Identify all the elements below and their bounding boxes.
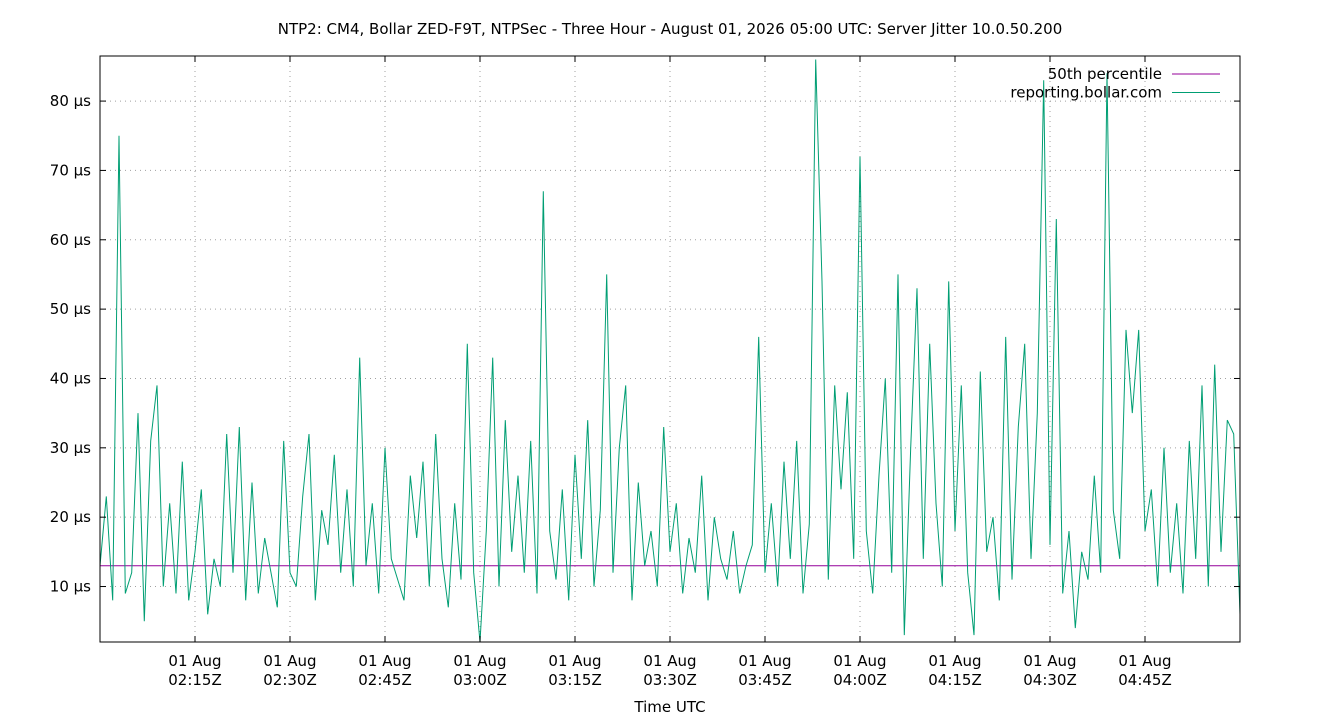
x-tick-label-time: 02:45Z: [358, 671, 412, 689]
x-tick-label-time: 02:30Z: [263, 671, 317, 689]
legend-label: 50th percentile: [1048, 65, 1162, 83]
x-tick-label-time: 04:00Z: [833, 671, 887, 689]
x-tick-label-date: 01 Aug: [358, 652, 411, 670]
x-tick-label-time: 02:15Z: [168, 671, 222, 689]
x-tick-label-time: 03:00Z: [453, 671, 507, 689]
y-tick-label: 40 µs: [50, 369, 91, 387]
x-tick-label-date: 01 Aug: [263, 652, 316, 670]
x-tick-label-date: 01 Aug: [168, 652, 221, 670]
y-tick-label: 10 µs: [50, 578, 91, 596]
chart-title: NTP2: CM4, Bollar ZED-F9T, NTPSec - Thre…: [278, 20, 1063, 38]
x-tick-label-time: 04:30Z: [1023, 671, 1077, 689]
axes: 10 µs 20 µs 30 µs 40 µs 50 µs 60 µs 70 µs 80 µs…: [50, 56, 1240, 689]
legend-label: reporting.bollar.com: [1010, 84, 1162, 102]
x-tick-label-date: 01 Aug: [738, 652, 791, 670]
y-tick-label: 20 µs: [50, 508, 91, 526]
x-tick-label-time: 04:15Z: [928, 671, 982, 689]
x-axis-label: Time UTC: [633, 698, 705, 716]
series-layer: [99, 59, 1241, 643]
x-tick-label-time: 03:30Z: [643, 671, 697, 689]
x-tick-label-time: 03:15Z: [548, 671, 602, 689]
x-tick-label-date: 01 Aug: [1118, 652, 1171, 670]
series-line-1: [99, 59, 1241, 643]
x-tick-label-date: 01 Aug: [453, 652, 506, 670]
y-tick-label: 30 µs: [50, 439, 91, 457]
x-tick-label-time: 04:45Z: [1118, 671, 1172, 689]
y-tick-label: 60 µs: [50, 231, 91, 249]
y-tick-label: 80 µs: [50, 92, 91, 110]
y-tick-label: 70 µs: [50, 161, 91, 179]
grid: [100, 56, 1240, 642]
x-tick-label-date: 01 Aug: [1023, 652, 1076, 670]
y-tick-label: 50 µs: [50, 300, 91, 318]
x-tick-label-date: 01 Aug: [548, 652, 601, 670]
x-tick-label-date: 01 Aug: [643, 652, 696, 670]
plot-frame: [99, 55, 1241, 643]
x-tick-label-time: 03:45Z: [738, 671, 792, 689]
x-tick-label-date: 01 Aug: [928, 652, 981, 670]
x-tick-label-date: 01 Aug: [833, 652, 886, 670]
